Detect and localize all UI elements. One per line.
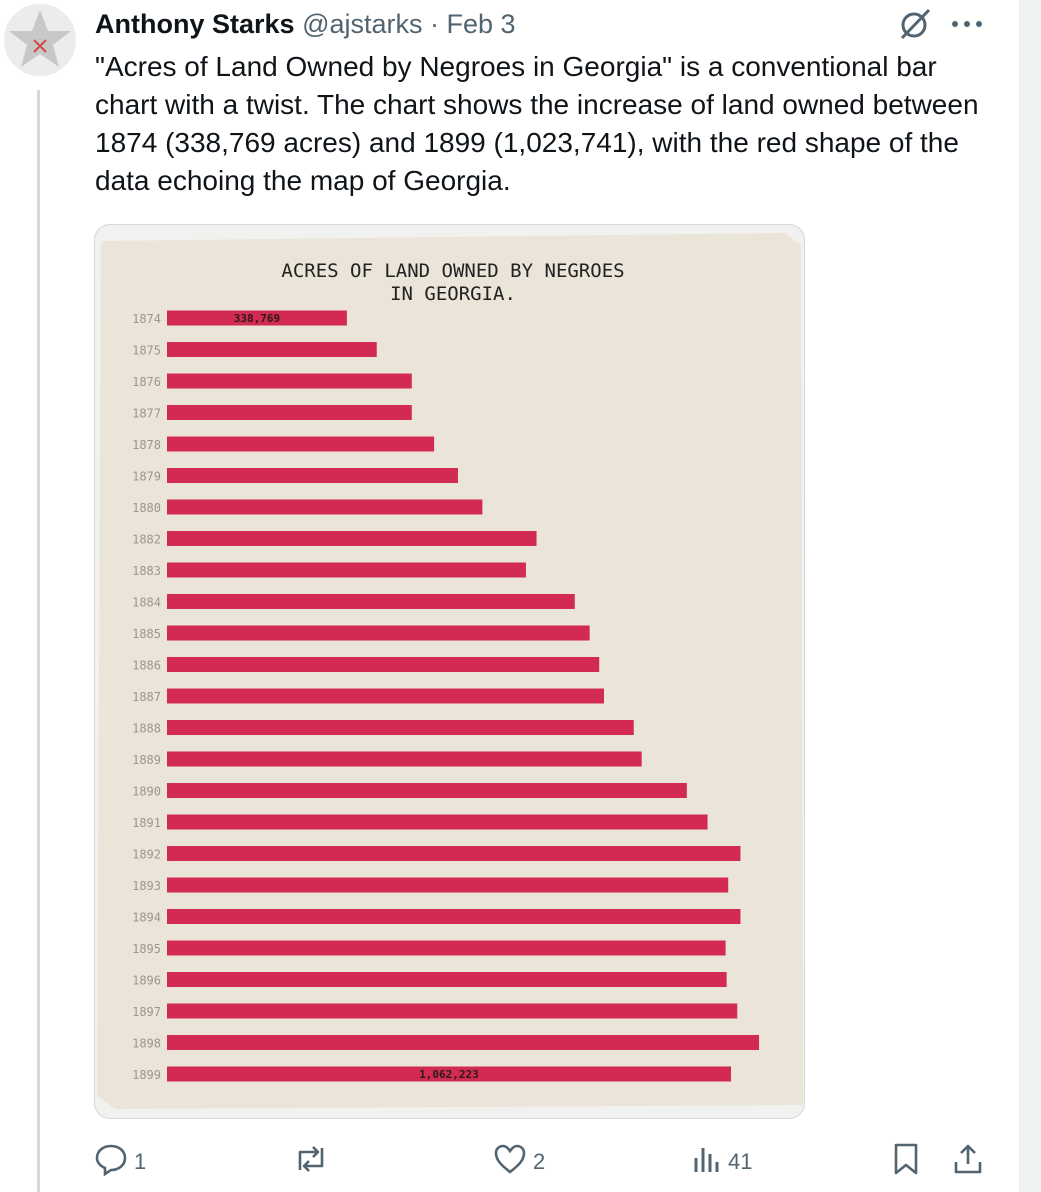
year-label: 1886: [132, 659, 161, 673]
year-label: 1896: [132, 974, 161, 988]
tweet-date[interactable]: Feb 3: [446, 9, 516, 39]
year-label: 1877: [132, 407, 161, 421]
year-label: 1897: [132, 1005, 161, 1019]
year-label: 1878: [132, 438, 161, 452]
bar-1878: [167, 436, 435, 452]
bar-1897: [167, 1003, 738, 1019]
year-label: 1894: [132, 911, 161, 925]
reply-icon: [94, 1142, 128, 1182]
views-button[interactable]: 41: [692, 1140, 752, 1184]
bar-1879: [167, 468, 458, 483]
author-name[interactable]: Anthony Starks: [95, 9, 295, 39]
tweet-image[interactable]: ACRES OF LAND OWNED BY NEGROES IN GEORGI…: [94, 224, 805, 1119]
year-label: 1880: [132, 501, 161, 515]
year-label: 1884: [132, 596, 161, 610]
like-button[interactable]: 2: [493, 1140, 545, 1184]
year-label: 1888: [132, 722, 161, 736]
right-gutter: [1019, 0, 1041, 1192]
reply-count: 1: [134, 1149, 147, 1174]
repost-icon: [292, 1142, 330, 1182]
views-count: 41: [728, 1149, 753, 1174]
bar-1899: [167, 1066, 732, 1082]
year-label: 1879: [132, 470, 161, 484]
year-label: 1891: [132, 816, 161, 830]
bar-1885: [167, 625, 590, 641]
avatar[interactable]: [4, 4, 76, 76]
separator: ·: [430, 9, 440, 39]
bar-1894: [167, 909, 741, 924]
tweet-text: "Acres of Land Owned by Negroes in Georg…: [95, 51, 979, 196]
bar-1880: [167, 499, 483, 515]
year-label: 1889: [132, 753, 161, 767]
views-icon: [692, 1142, 722, 1182]
thread-line: [37, 90, 40, 1192]
year-label: 1875: [132, 344, 161, 358]
chart-subtitle: IN GEORGIA.: [390, 283, 516, 305]
year-label: 1892: [132, 848, 161, 862]
bar-1893: [167, 877, 729, 893]
action-bar: 1 2 41: [0, 1140, 1019, 1184]
bar-1890: [167, 783, 687, 798]
year-label: 1882: [132, 533, 161, 547]
bar-1877: [167, 405, 412, 420]
data-label-first: 338,769: [234, 312, 280, 325]
bar-1892: [167, 846, 741, 861]
bar-1876: [167, 373, 412, 389]
grok-icon[interactable]: [897, 6, 933, 42]
bookmark-icon: [890, 1142, 922, 1182]
bookmark-button[interactable]: [890, 1140, 922, 1184]
bar-chart: ACRES OF LAND OWNED BY NEGROES IN GEORGI…: [97, 233, 803, 1109]
share-button[interactable]: [951, 1140, 985, 1184]
like-icon: [493, 1142, 527, 1182]
data-label-last: 1,062,223: [419, 1068, 479, 1081]
repost-button[interactable]: [292, 1140, 336, 1184]
year-label: 1876: [132, 375, 161, 389]
like-count: 2: [533, 1149, 546, 1174]
bar-1883: [167, 562, 526, 578]
year-label: 1893: [132, 879, 161, 893]
star-avatar-icon: [4, 4, 76, 76]
bar-1874: [167, 310, 347, 326]
year-label: 1887: [132, 690, 161, 704]
bar-1888: [167, 720, 634, 735]
more-icon[interactable]: [947, 6, 987, 42]
year-label: 1890: [132, 785, 161, 799]
year-label: 1899: [132, 1068, 161, 1082]
year-label: 1895: [132, 942, 161, 956]
bar-1887: [167, 688, 604, 704]
bar-1896: [167, 972, 727, 987]
top-icons: [897, 6, 987, 42]
year-label: 1883: [132, 564, 161, 578]
share-icon: [951, 1142, 985, 1182]
bar-1875: [167, 342, 377, 357]
bar-1882: [167, 531, 537, 546]
tweet-header: Anthony Starks @ajstarks · Feb 3: [95, 6, 516, 42]
bar-1891: [167, 814, 708, 830]
bar-1884: [167, 594, 575, 609]
year-label: 1898: [132, 1037, 161, 1051]
year-label: 1885: [132, 627, 161, 641]
bar-1889: [167, 751, 642, 767]
bar-1895: [167, 940, 726, 956]
bar-1898: [167, 1035, 760, 1050]
bar-1886: [167, 657, 600, 672]
reply-button[interactable]: 1: [94, 1140, 146, 1184]
year-label: 1874: [132, 312, 161, 326]
chart-title: ACRES OF LAND OWNED BY NEGROES: [281, 260, 624, 282]
author-handle[interactable]: @ajstarks: [302, 9, 423, 39]
